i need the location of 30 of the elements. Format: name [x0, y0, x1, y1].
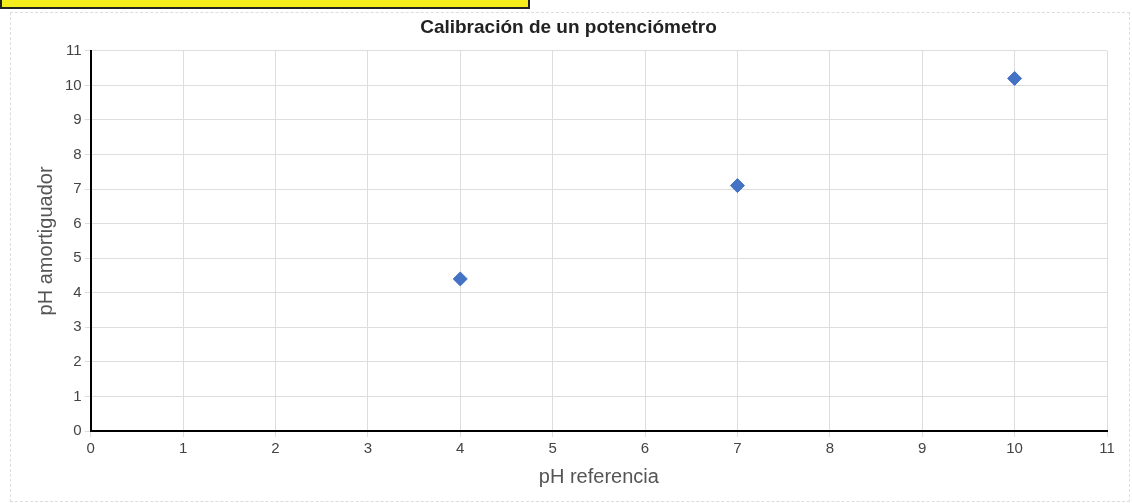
y-tick-label: 4 [73, 282, 82, 300]
x-tick-label: 2 [271, 439, 280, 457]
x-tick-label: 4 [456, 439, 465, 457]
x-tick-label: 0 [86, 439, 95, 457]
x-tick-label: 9 [918, 439, 927, 457]
y-tick-label: 6 [73, 213, 82, 231]
point [729, 178, 745, 194]
x-tick-label: 3 [363, 439, 373, 457]
y-tick-label: 2 [73, 352, 82, 370]
point [452, 271, 468, 287]
y-tick-label: 11 [66, 40, 82, 58]
y-tick-label: 0 [73, 421, 82, 439]
x-axis-title: pH referencia [538, 464, 660, 487]
chart-title: Calibración de un potenciómetro [420, 15, 717, 37]
x-tick-label: 11 [1099, 439, 1115, 457]
x-tick-label: 7 [733, 439, 742, 457]
y-tick-label: 1 [73, 386, 82, 404]
y-tick-label: 7 [73, 179, 82, 197]
x-tick-label: 1 [178, 439, 188, 457]
y-tick-label: 10 [65, 75, 82, 93]
y-tick-label: 3 [73, 317, 82, 335]
x-tick-label: 6 [640, 439, 650, 457]
x-tick-label: 10 [1006, 439, 1023, 457]
y-tick-label: 9 [73, 110, 82, 128]
x-tick-label: 5 [548, 439, 557, 457]
x-tick-label: 8 [825, 439, 834, 457]
y-tick-label: 8 [73, 144, 82, 162]
y-tick-label: 5 [73, 248, 82, 266]
point [1007, 70, 1023, 86]
y-axis-title: pH amortiguador [33, 166, 56, 316]
